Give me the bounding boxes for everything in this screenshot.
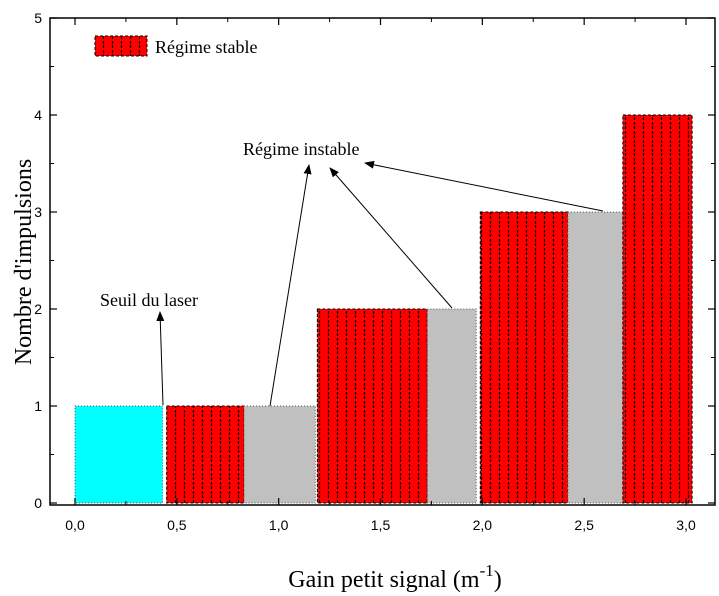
y-tick-label: 2 <box>34 301 42 317</box>
annotation-instable-arrow-1 <box>269 164 312 407</box>
y-tick-label: 5 <box>34 10 42 26</box>
annotation-instable-arrow-2 <box>329 167 453 309</box>
x-tick-label: 2,0 <box>473 517 493 533</box>
x-tick-label: 2,5 <box>574 517 594 533</box>
y-tick-label: 3 <box>34 204 42 220</box>
x-axis-title-main: Gain petit signal (m <box>288 567 480 593</box>
x-tick-label: 1,5 <box>371 517 391 533</box>
legend: Régime stable <box>94 35 257 57</box>
y-tick-label: 1 <box>34 398 42 414</box>
bars-group <box>74 114 693 504</box>
x-axis-title: Gain petit signal (m-1) <box>288 561 501 593</box>
y-tick-label: 4 <box>34 107 42 123</box>
bar-stable-1 <box>166 405 245 504</box>
x-tick-label: 1,0 <box>269 517 289 533</box>
annotation-threshold-arrow <box>156 311 165 406</box>
bar-stable-7 <box>622 114 693 504</box>
y-axis-title: Nombre d'impulsions <box>11 159 37 365</box>
bar-stable-5 <box>479 211 569 504</box>
plot-frame <box>49 17 716 506</box>
legend-swatch <box>94 35 148 57</box>
bar-instable-6 <box>567 211 624 504</box>
x-tick-label: 0,5 <box>167 517 187 533</box>
x-tick-label: 3,0 <box>676 517 696 533</box>
y-tick-label: 0 <box>34 495 42 511</box>
x-axis-title-end: ) <box>494 567 502 593</box>
bar-instable-2 <box>243 405 316 504</box>
annotation-threshold-label: Seuil du laser <box>100 290 198 310</box>
x-tick-label: 0,0 <box>65 517 85 533</box>
bar-instable-4 <box>426 308 477 504</box>
annotations: Seuil du laser Régime instable <box>100 139 604 407</box>
ticks-group: 0,0 0,5 1,0 1,5 2,0 2,5 3,0 0 1 2 3 4 5 <box>34 10 715 533</box>
legend-label: Régime stable <box>155 37 257 57</box>
bar-stable-3 <box>316 308 428 504</box>
annotation-instable-label: Régime instable <box>243 139 359 159</box>
x-axis-title-sup: -1 <box>480 561 494 580</box>
bar-threshold-0 <box>74 405 164 504</box>
annotation-instable-arrow-3 <box>364 160 604 212</box>
